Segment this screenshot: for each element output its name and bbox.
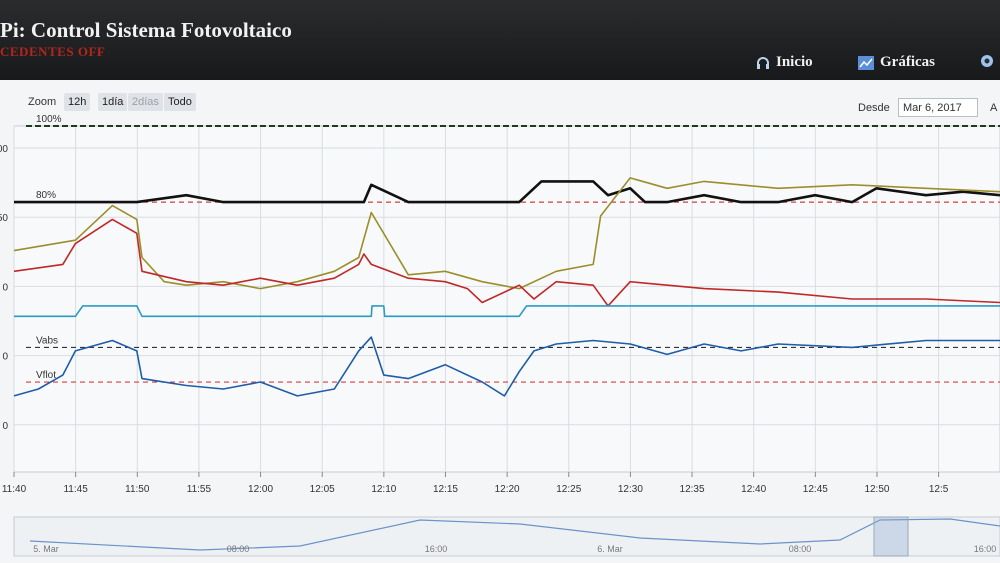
x-tick-label: 12:00 [248, 484, 273, 495]
x-tick-label: 11:40 [2, 484, 27, 495]
x-tick-label: 12:10 [371, 484, 396, 495]
x-tick-label: 12:15 [433, 484, 458, 495]
navigator-label: 08:00 [789, 544, 812, 554]
y-tick-label: 0 [2, 282, 8, 293]
x-tick-label: 12:35 [680, 484, 705, 495]
zoom-1dia-button[interactable]: 1día [98, 93, 128, 111]
x-tick-label: 12:45 [803, 484, 828, 495]
y-tick-label: 0 [2, 421, 8, 432]
chart-toolbar: Zoom 12h 1día 2días Todo Desde A [0, 80, 1000, 125]
y-tick-label: 0 [2, 352, 8, 363]
x-tick-label: 12:30 [618, 484, 643, 495]
app-title: Pi: Control Sistema Fotovoltaico [0, 18, 292, 42]
plot-line-label: Vabs [36, 335, 58, 346]
navigator-label: 16:00 [974, 544, 997, 554]
x-tick-label: 12:40 [741, 484, 766, 495]
y-tick-label: 50 [0, 213, 8, 224]
navigator-series [29, 518, 1000, 551]
x-tick-label: 12:05 [310, 484, 335, 495]
series-line-3[interactable] [14, 305, 1000, 318]
x-tick-label: 11:50 [125, 484, 150, 495]
zoom-todo-button[interactable]: Todo [164, 93, 196, 111]
zoom-12h-button[interactable]: 12h [64, 93, 91, 111]
headset-icon [756, 56, 770, 70]
x-tick-label: 12:25 [556, 484, 581, 495]
series-line-0[interactable] [14, 180, 1000, 204]
nav-graficas-label: Gráficas [880, 54, 935, 70]
series-line-1[interactable] [13, 177, 1000, 290]
navigator-selection-handle[interactable] [873, 516, 909, 557]
navigator-label: 16:00 [425, 544, 448, 554]
zoom-label: Zoom [28, 96, 57, 108]
plot-line-label: 80% [36, 190, 56, 201]
chart-icon [858, 55, 874, 70]
y-tick-label: 100 [0, 144, 8, 155]
x-tick-label: 12:20 [495, 484, 520, 495]
x-tick-label: 12:50 [864, 484, 889, 495]
hasta-label: A [990, 102, 998, 114]
x-tick-label: 12:5 [929, 484, 949, 495]
navigator-label: 08:00 [227, 544, 250, 554]
nav-graficas[interactable]: Gráficas [858, 54, 935, 71]
x-tick-label: 11:45 [63, 484, 88, 495]
desde-label: Desde [858, 102, 890, 114]
app-subtitle: CEDENTES OFF [0, 44, 106, 59]
desde-date-input[interactable] [898, 98, 978, 117]
series-line-4[interactable] [13, 336, 1000, 397]
navigator-label: 5. Mar [33, 544, 59, 554]
zoom-2dias-button[interactable]: 2días [128, 93, 163, 111]
settings-icon [980, 54, 994, 68]
nav-inicio[interactable]: Inicio [756, 54, 813, 71]
plot-line-label: Vflot [36, 370, 56, 381]
nav-settings[interactable] [980, 54, 994, 68]
nav-inicio-label: Inicio [776, 54, 813, 70]
x-tick-label: 11:55 [187, 484, 212, 495]
series-line-2[interactable] [13, 218, 1000, 307]
navigator[interactable] [13, 516, 1000, 557]
app-header: Pi: Control Sistema Fotovoltaico CEDENTE… [0, 0, 1000, 80]
navigator-label: 6. Mar [597, 544, 623, 554]
plot-line-label: 100% [36, 114, 62, 125]
